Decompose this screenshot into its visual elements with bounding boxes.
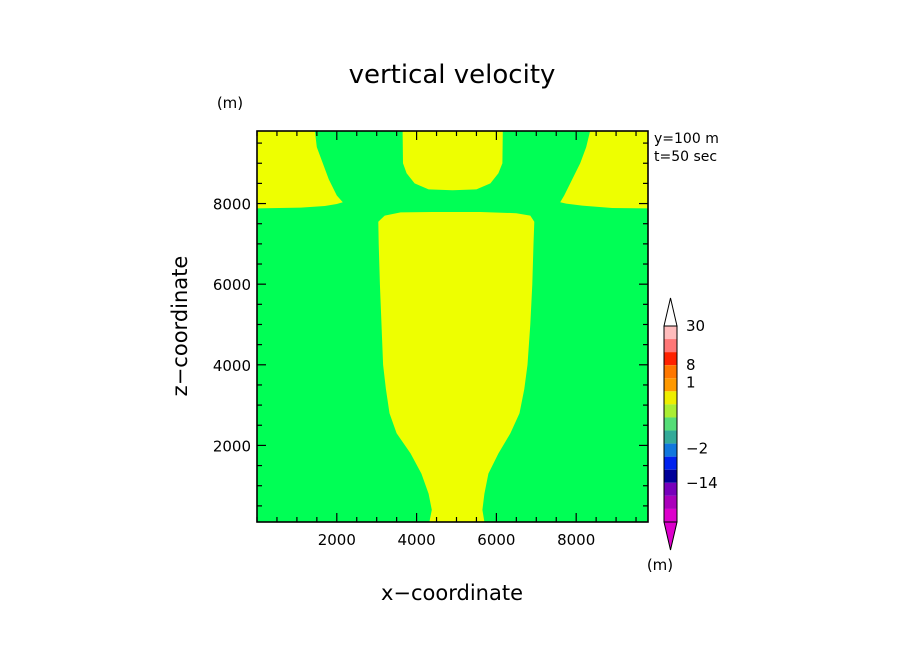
colorbar-level-label: 1 <box>686 373 696 391</box>
y-axis-label: z−coordinate <box>168 256 192 397</box>
chart-title: vertical velocity <box>349 60 556 90</box>
colorbar-frame <box>663 325 678 523</box>
y-axis-unit: (m) <box>217 94 243 112</box>
colorbar-labels: 30 81 −2 −14 <box>686 317 718 492</box>
colorbar-band <box>664 391 677 405</box>
x-tick-label: 4000 <box>397 531 435 549</box>
colorbar-level-label: 30 <box>686 317 705 335</box>
colorbar-unit: (m) <box>647 556 673 574</box>
colorbar-level-label: −2 <box>686 440 708 458</box>
colorbar-band <box>664 430 677 444</box>
colorbar-level-label: 8 <box>686 356 696 374</box>
colorbar-band <box>664 378 677 392</box>
x-tick-label: 2000 <box>318 531 356 549</box>
plot-frame <box>256 130 649 523</box>
colorbar-band <box>664 456 677 470</box>
y-tick-label: 8000 <box>213 196 251 214</box>
x-tick-label: 8000 <box>557 531 595 549</box>
colorbar-bottom-triangle <box>663 521 678 551</box>
colorbar-band <box>664 469 677 483</box>
y-tick-label: 6000 <box>213 276 251 294</box>
colorbar-band <box>664 404 677 418</box>
colorbar-band <box>664 508 677 522</box>
upper-left-region <box>257 131 343 209</box>
x-axis-label: x−coordinate <box>381 581 523 605</box>
x-tick-labels: 2000 4000 6000 8000 <box>318 531 596 549</box>
annotation-y-position: y=100 m <box>654 131 719 147</box>
colorbar-band <box>664 365 677 379</box>
colorbar-level-label: −14 <box>686 474 718 492</box>
colorbar-band <box>664 443 677 457</box>
x-tick-label: 6000 <box>477 531 515 549</box>
colorbar-band <box>664 339 677 353</box>
annotation-time: t=50 sec <box>654 149 717 165</box>
central-updraft <box>378 212 535 522</box>
colorbar-band <box>664 495 677 509</box>
colorbar-band <box>664 482 677 496</box>
colorbar-band <box>664 417 677 431</box>
plot-area <box>256 130 649 523</box>
y-tick-label: 2000 <box>213 437 251 455</box>
colorbar <box>663 297 678 551</box>
colorbar-band <box>664 352 677 366</box>
colorbar-band <box>664 326 677 340</box>
colorbar-top-triangle <box>663 297 678 327</box>
upper-right-region <box>560 131 648 209</box>
y-tick-label: 4000 <box>213 357 251 375</box>
upper-center-region <box>402 131 503 191</box>
axis-ticks <box>256 131 648 522</box>
y-tick-labels: 2000 4000 6000 8000 <box>213 196 251 456</box>
